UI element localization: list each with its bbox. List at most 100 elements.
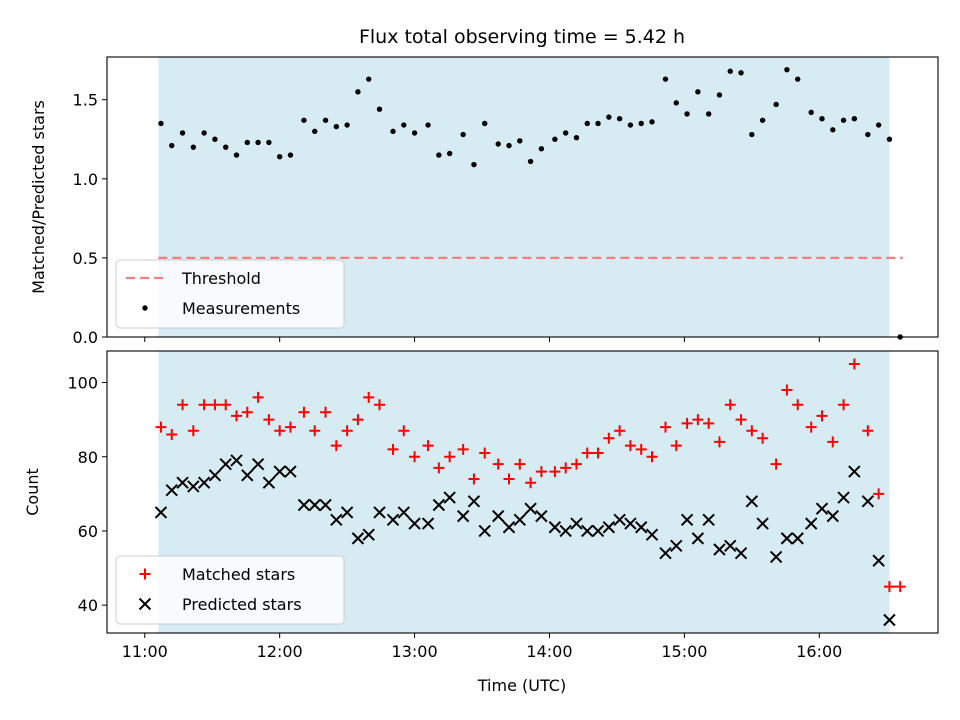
predicted-star-point xyxy=(154,506,168,519)
predicted-star-point xyxy=(815,502,829,515)
x-tick-label: 16:00 xyxy=(796,642,842,661)
predicted-star-point xyxy=(559,524,572,538)
x-axis-label: Time (UTC) xyxy=(477,676,566,695)
measurement-point xyxy=(223,144,229,150)
matched-star-point xyxy=(535,466,547,478)
predicted-star-point xyxy=(645,528,659,541)
matched-star-point xyxy=(220,399,232,411)
matched-star-point xyxy=(735,414,747,426)
matched-star-point xyxy=(862,425,874,437)
measurement-point xyxy=(158,120,164,127)
matched-star-point xyxy=(894,581,906,593)
predicted-star-point xyxy=(187,480,200,493)
predicted-star-point xyxy=(861,495,875,508)
chart-title: Flux total observing time = 5.42 h xyxy=(359,26,685,48)
predicted-star-point xyxy=(386,513,400,527)
predicted-star-point xyxy=(524,502,537,515)
y-tick-label: 0.0 xyxy=(73,328,98,347)
matched-star-point xyxy=(883,581,895,593)
matched-star-point xyxy=(187,425,199,437)
legend-box xyxy=(115,259,345,329)
measurement-point xyxy=(301,117,307,123)
measurement-point xyxy=(627,122,634,128)
predicted-star-point xyxy=(330,513,343,527)
matched-star-point xyxy=(746,425,758,437)
measurement-point xyxy=(436,152,442,158)
measurement-point xyxy=(538,146,545,152)
matched-star-point xyxy=(560,462,572,474)
measurement-point xyxy=(738,70,744,76)
matched-star-point xyxy=(444,451,456,463)
matched-star-point xyxy=(827,436,839,448)
legend-label: Measurements xyxy=(182,299,300,318)
predicted-star-point xyxy=(883,613,896,627)
matched-star-point xyxy=(525,477,537,489)
measurement-point xyxy=(390,128,396,135)
predicted-star-point xyxy=(467,495,481,508)
measurement-point xyxy=(517,138,523,144)
matched-star-point xyxy=(781,384,793,396)
legend-predicted-swatch xyxy=(138,597,152,611)
matched-star-point xyxy=(549,466,561,478)
matched-star-point xyxy=(352,414,364,426)
predicted-star-point xyxy=(691,532,705,545)
measurement-point xyxy=(662,76,669,82)
predicted-star-point xyxy=(734,547,748,560)
matched-star-point xyxy=(670,440,682,452)
matched-star-point xyxy=(848,358,860,370)
predicted-star-point xyxy=(702,513,715,527)
predicted-star-point xyxy=(362,528,375,541)
measurement-point xyxy=(344,122,350,128)
predicted-star-point xyxy=(745,495,759,508)
measurement-point xyxy=(606,114,612,120)
legend-label: Threshold xyxy=(181,269,261,288)
matched-star-point xyxy=(713,436,725,448)
predicted-star-point xyxy=(624,517,637,530)
measurement-point xyxy=(886,136,893,142)
measurement-point xyxy=(506,142,512,149)
matched-star-point xyxy=(320,406,332,418)
matched-star-point xyxy=(330,440,342,452)
predicted-star-point xyxy=(208,469,222,482)
predicted-star-point xyxy=(421,517,435,530)
measurement-point xyxy=(784,66,790,73)
matched-star-point xyxy=(298,406,310,418)
predicted-star-point xyxy=(756,517,769,530)
matched-star-point xyxy=(387,443,399,455)
measurement-point xyxy=(366,76,372,82)
count-panel: 40 60 80 100 11:00 12:00 13:00 14:00 15:00 16:00 C… xyxy=(23,350,939,661)
matched-star-point xyxy=(457,443,469,455)
predicted-star-point xyxy=(804,517,818,530)
measurement-point xyxy=(616,115,623,122)
predicted-star-point xyxy=(837,491,850,504)
matched-star-point xyxy=(692,414,704,426)
measurement-point xyxy=(527,158,534,165)
predicted-star-point xyxy=(581,524,594,538)
matched-star-point xyxy=(570,458,582,470)
predicted-star-point xyxy=(613,513,626,527)
legend-box xyxy=(115,555,345,625)
matched-star-point xyxy=(422,440,434,452)
predicted-star-point xyxy=(308,498,321,512)
matched-star-point xyxy=(838,399,850,411)
measurement-point xyxy=(749,131,755,138)
matched-star-point xyxy=(581,447,593,459)
measurement-point xyxy=(851,115,858,122)
predicted-star-point xyxy=(535,509,548,523)
matched-star-point xyxy=(363,391,375,403)
matched-star-point xyxy=(816,410,828,422)
matched-star-point xyxy=(284,421,296,433)
matched-star-point xyxy=(198,399,210,411)
predicted-star-point xyxy=(780,532,794,545)
predicted-star-point xyxy=(791,532,804,545)
matched-star-point xyxy=(177,399,189,411)
measurement-point xyxy=(179,130,186,136)
predicted-star-point xyxy=(548,521,562,534)
measurement-point xyxy=(233,152,240,158)
predicted-star-point xyxy=(351,532,365,545)
legend-label: Predicted stars xyxy=(182,595,302,614)
matched-star-point xyxy=(479,447,491,459)
measurement-point xyxy=(773,101,779,108)
measurement-point xyxy=(684,111,690,117)
y-tick-label: 40 xyxy=(78,596,98,615)
